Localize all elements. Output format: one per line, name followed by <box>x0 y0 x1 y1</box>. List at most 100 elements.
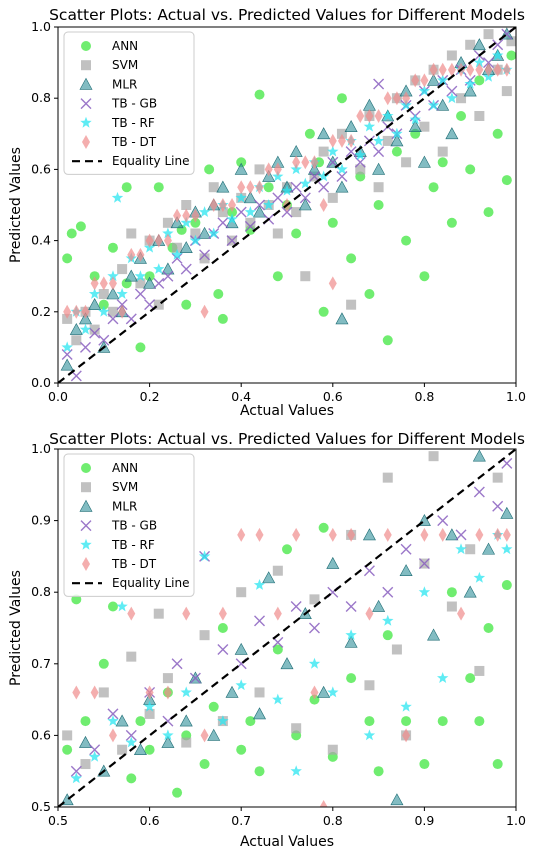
point-svm <box>208 182 219 193</box>
point-svm <box>483 29 494 40</box>
point-ann <box>282 544 292 555</box>
point-svm <box>135 278 146 289</box>
point-tb-gb <box>89 744 101 756</box>
point-mlr <box>161 262 175 275</box>
point-tb-rf <box>116 600 128 612</box>
point-svm <box>126 228 137 239</box>
point-tb-dt <box>457 606 466 621</box>
legend-label: MLR <box>112 499 137 513</box>
point-svm <box>172 242 183 253</box>
point-mlr <box>78 735 92 748</box>
y-tick-label: 0.6 <box>31 727 51 742</box>
point-svm <box>245 217 256 228</box>
point-tb-dt <box>493 527 502 542</box>
point-tb-dt <box>136 247 145 262</box>
point-svm <box>465 39 476 50</box>
point-tb-rf <box>299 177 311 189</box>
x-tick-label: 0.8 <box>323 813 343 828</box>
point-tb-dt <box>402 728 411 743</box>
point-tb-gb <box>290 601 302 613</box>
point-tb-rf <box>327 145 339 157</box>
point-tb-dt <box>237 180 246 195</box>
point-tb-rf <box>446 92 458 104</box>
legend-marker <box>80 538 92 550</box>
point-svm <box>501 86 512 97</box>
legend-marker <box>81 60 91 71</box>
point-ann <box>291 228 302 239</box>
point-svm <box>199 630 210 641</box>
point-tb-rf <box>107 715 119 726</box>
point-svm <box>382 135 393 146</box>
point-tb-dt <box>218 198 227 212</box>
point-tb-dt <box>475 62 484 77</box>
point-ann <box>506 50 516 61</box>
point-ann <box>391 146 402 157</box>
point-tb-rf <box>198 550 211 562</box>
point-svm <box>190 228 201 239</box>
x-axis: 0.5 0.6 0.7 0.8 0.9 1.0 <box>48 807 526 828</box>
x-tick-label: 0.9 <box>414 813 434 828</box>
point-tb-rf <box>235 191 247 203</box>
point-ann <box>62 744 73 755</box>
point-tb-gb <box>116 299 128 311</box>
point-svm <box>401 157 412 168</box>
point-tb-rf <box>98 305 110 317</box>
point-tb-rf <box>455 543 467 555</box>
x-axis: 0.0 0.2 0.4 0.6 0.8 1.0 <box>48 383 526 404</box>
point-mlr <box>115 714 129 727</box>
point-tb-dt <box>81 304 90 319</box>
point-ann <box>492 128 503 139</box>
point-tb-gb <box>107 708 119 720</box>
point-ann <box>456 111 467 121</box>
point-tb-rf <box>111 191 124 203</box>
point-ann <box>483 623 494 633</box>
point-tb-dt <box>182 208 191 223</box>
point-ann <box>213 289 224 299</box>
point-svm <box>419 121 430 132</box>
point-tb-rf <box>79 323 92 335</box>
point-mlr <box>427 73 441 86</box>
point-tb-rf <box>253 579 266 590</box>
point-mlr <box>472 449 486 462</box>
point-mlr <box>362 98 376 111</box>
point-mlr <box>344 635 358 648</box>
point-tb-dt <box>365 109 374 123</box>
x-tick-label: 0.8 <box>414 389 434 404</box>
point-tb-dt <box>292 527 301 542</box>
point-svm <box>456 93 467 104</box>
point-tb-dt <box>108 728 117 743</box>
point-mlr <box>253 205 267 218</box>
point-tb-rf <box>226 213 238 225</box>
point-ann <box>190 217 201 228</box>
point-tb-gb <box>418 558 430 570</box>
point-mlr <box>106 287 120 300</box>
point-tb-rf <box>61 341 73 353</box>
y-tick-label: 1.0 <box>31 19 51 34</box>
point-mlr <box>317 685 331 698</box>
plot-frame <box>57 26 517 384</box>
point-tb-rf <box>391 127 403 139</box>
point-tb-dt <box>200 728 209 743</box>
point-svm <box>373 182 384 193</box>
point-ann <box>419 271 430 282</box>
point-tb-dt <box>319 198 328 212</box>
x-tick-label: 0.5 <box>48 813 68 828</box>
point-tb-gb <box>373 146 385 158</box>
point-tb-dt <box>255 527 264 542</box>
point-mlr <box>463 84 477 97</box>
point-tb-gb <box>134 288 146 300</box>
point-svm <box>364 680 375 691</box>
point-tb-rf <box>198 206 211 217</box>
point-tb-dt <box>328 527 337 542</box>
point-svm <box>437 146 448 157</box>
point-tb-dt <box>191 208 200 223</box>
point-svm <box>71 335 82 346</box>
legend-label: TB - RF <box>111 116 155 130</box>
point-tb-dt <box>411 73 420 88</box>
point-svm <box>62 730 73 741</box>
point-ann <box>401 716 412 727</box>
point-ann <box>428 182 439 193</box>
point-svm <box>80 759 91 770</box>
point-ann <box>75 221 86 232</box>
point-tb-rf <box>125 736 137 748</box>
